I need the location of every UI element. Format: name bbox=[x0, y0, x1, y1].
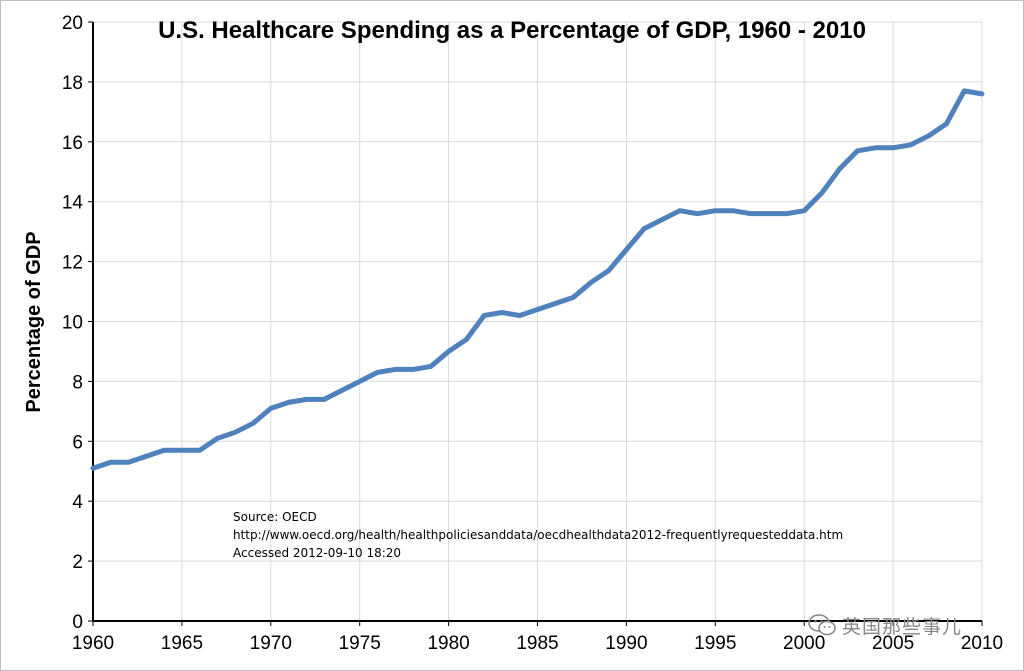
data-point bbox=[286, 400, 291, 405]
data-point bbox=[233, 430, 238, 435]
data-point bbox=[944, 121, 949, 126]
y-tick-label: 10 bbox=[62, 313, 83, 334]
series-line bbox=[90, 88, 985, 471]
data-point bbox=[642, 226, 647, 231]
data-point bbox=[339, 388, 344, 393]
x-tick-label: 2005 bbox=[872, 633, 914, 654]
x-tick-label: 2010 bbox=[961, 633, 1003, 654]
data-point bbox=[179, 448, 184, 453]
data-point bbox=[677, 208, 682, 213]
y-axis-ticks: 0 2 4 6 8 10 12 14 16 18 20 bbox=[62, 13, 93, 633]
data-point bbox=[126, 460, 131, 465]
y-tick-label: 20 bbox=[62, 13, 83, 34]
data-point bbox=[624, 247, 629, 252]
data-point bbox=[731, 208, 736, 213]
data-point bbox=[499, 310, 504, 315]
data-point bbox=[91, 466, 96, 471]
x-tick-label: 1985 bbox=[516, 633, 558, 654]
y-tick-label: 4 bbox=[72, 492, 83, 513]
x-tick-label: 1990 bbox=[605, 633, 647, 654]
y-axis-title: Percentage of GDP bbox=[23, 231, 45, 412]
data-point bbox=[784, 211, 789, 216]
x-tick-label: 1970 bbox=[250, 633, 292, 654]
y-tick-label: 12 bbox=[62, 253, 83, 274]
data-point bbox=[197, 448, 202, 453]
x-tick-label: 1965 bbox=[161, 633, 203, 654]
y-tick-label: 16 bbox=[62, 133, 83, 154]
data-point bbox=[908, 142, 913, 147]
data-point bbox=[411, 367, 416, 372]
y-tick-label: 6 bbox=[72, 432, 83, 453]
data-point bbox=[766, 211, 771, 216]
data-point bbox=[268, 406, 273, 411]
y-tick-label: 0 bbox=[72, 612, 83, 633]
data-point bbox=[322, 397, 327, 402]
source-note: Source: OECD http://www.oecd.org/health/… bbox=[233, 510, 843, 560]
data-point bbox=[802, 208, 807, 213]
data-point bbox=[695, 211, 700, 216]
data-point bbox=[215, 436, 220, 441]
data-point bbox=[357, 379, 362, 384]
y-tick-label: 14 bbox=[62, 193, 84, 214]
grid-lines bbox=[93, 21, 983, 621]
series-layer bbox=[90, 88, 985, 471]
data-point bbox=[980, 91, 985, 96]
chart-title: U.S. Healthcare Spending as a Percentage… bbox=[158, 17, 866, 44]
x-tick-label: 1975 bbox=[339, 633, 381, 654]
data-point bbox=[482, 313, 487, 318]
data-point bbox=[891, 145, 896, 150]
x-tick-label: 2000 bbox=[783, 633, 825, 654]
data-point bbox=[837, 166, 842, 171]
x-tick-label: 1980 bbox=[427, 633, 469, 654]
watermark: 英国那些事儿 bbox=[808, 610, 962, 640]
data-point bbox=[855, 148, 860, 153]
wechat-icon bbox=[808, 614, 836, 636]
data-point bbox=[713, 208, 718, 213]
source-note-line: Source: OECD bbox=[233, 510, 317, 524]
source-note-line: Accessed 2012-09-10 18:20 bbox=[233, 546, 401, 560]
data-point bbox=[873, 145, 878, 150]
y-tick-label: 8 bbox=[72, 372, 83, 393]
data-point bbox=[144, 454, 149, 459]
data-point bbox=[393, 367, 398, 372]
data-point bbox=[428, 364, 433, 369]
data-point bbox=[571, 295, 576, 300]
data-point bbox=[446, 349, 451, 354]
data-point bbox=[162, 448, 167, 453]
y-tick-label: 2 bbox=[72, 552, 83, 573]
data-point bbox=[251, 421, 256, 426]
data-point bbox=[304, 397, 309, 402]
data-point bbox=[375, 370, 380, 375]
x-tick-label: 1995 bbox=[694, 633, 736, 654]
watermark-text: 英国那些事儿 bbox=[842, 615, 963, 638]
data-point bbox=[464, 337, 469, 342]
data-point bbox=[108, 460, 113, 465]
data-point bbox=[962, 88, 967, 93]
data-point bbox=[819, 190, 824, 195]
x-tick-label: 1960 bbox=[72, 633, 114, 654]
data-point bbox=[588, 280, 593, 285]
x-axis-ticks: 1960 1965 1970 1975 1980 1985 1990 1995 2000 2005… bbox=[72, 621, 1003, 654]
data-point bbox=[535, 307, 540, 312]
data-point bbox=[748, 211, 753, 216]
data-point bbox=[659, 217, 664, 222]
source-note-line: http://www.oecd.org/health/healthpolicie… bbox=[233, 528, 843, 542]
data-point bbox=[553, 301, 558, 306]
data-point bbox=[606, 268, 611, 273]
data-point bbox=[926, 133, 931, 138]
data-point bbox=[517, 313, 522, 318]
y-tick-label: 18 bbox=[62, 73, 83, 94]
